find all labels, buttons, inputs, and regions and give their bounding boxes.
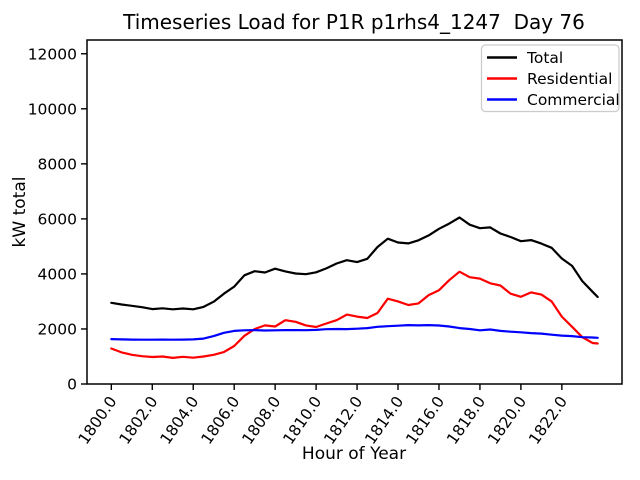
y-tick-label: 8000 xyxy=(38,155,77,173)
series-line-total xyxy=(110,216,599,311)
x-tick-label: 1810.0 xyxy=(280,393,326,448)
series-line-residential xyxy=(110,270,599,359)
x-tick-label: 1818.0 xyxy=(443,393,489,448)
x-tick-label: 1816.0 xyxy=(402,393,448,448)
legend-label-residential: Residential xyxy=(527,70,612,88)
legend-entry-total: Total xyxy=(487,49,563,67)
y-tick-label: 2000 xyxy=(38,320,77,338)
y-tick-label: 0 xyxy=(67,376,77,394)
x-tick-label: 1806.0 xyxy=(198,393,244,448)
x-axis-label: Hour of Year xyxy=(302,444,406,464)
x-tick-label: 1820.0 xyxy=(484,393,530,448)
chart-title: Timeseries Load for P1R p1rhs4_1247 Day … xyxy=(122,10,585,34)
legend-label-total: Total xyxy=(526,49,563,67)
series-line-commercial xyxy=(110,324,599,341)
legend-label-commercial: Commercial xyxy=(527,91,620,109)
y-tick-label: 10000 xyxy=(28,100,77,118)
legend: Total Residential Commercial xyxy=(480,44,620,113)
x-tick-label: 1814.0 xyxy=(361,393,407,448)
x-tick-label: 1802.0 xyxy=(116,393,162,448)
y-axis-label: kW total xyxy=(10,177,30,248)
y-tick-label: 6000 xyxy=(38,210,77,228)
legend-entry-residential: Residential xyxy=(487,70,612,88)
y-tick-label: 4000 xyxy=(38,265,77,283)
x-tick-label: 1822.0 xyxy=(525,393,571,448)
x-tick-label: 1812.0 xyxy=(320,393,366,448)
legend-box xyxy=(480,44,620,113)
y-tick-label: 12000 xyxy=(28,45,77,63)
x-tick-label: 1804.0 xyxy=(157,393,203,448)
x-tick-label: 1808.0 xyxy=(239,393,285,448)
legend-entry-commercial: Commercial xyxy=(487,91,620,109)
x-tick-label: 1800.0 xyxy=(75,393,121,448)
